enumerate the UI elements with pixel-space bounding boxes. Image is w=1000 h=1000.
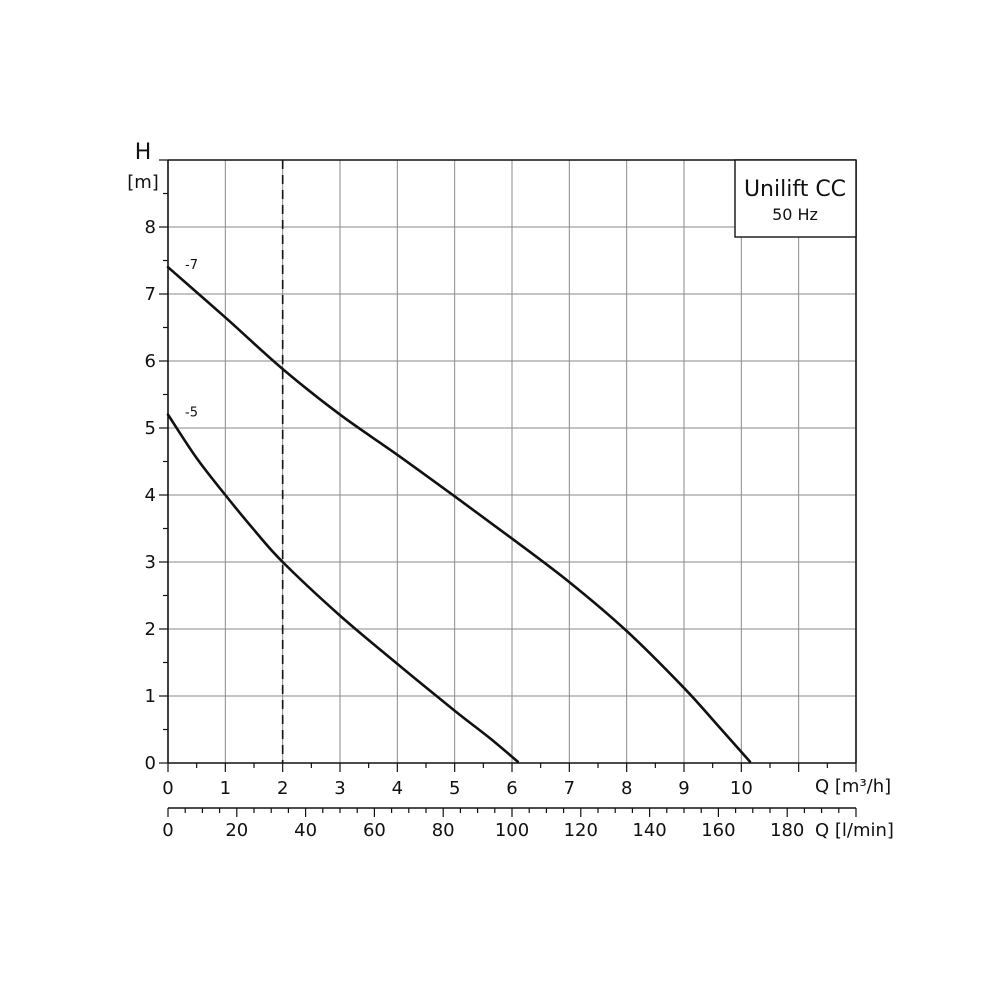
x2-tick-label: 120: [564, 820, 598, 841]
x2-tick-label: 100: [495, 820, 529, 841]
y-axis-unit: [m]: [127, 172, 159, 193]
x-tick-label: 9: [678, 778, 689, 799]
y-axis-symbol: H: [135, 140, 152, 165]
x-tick-label: 8: [621, 778, 632, 799]
grid: [168, 159, 857, 763]
x-tick-label: 7: [564, 778, 575, 799]
y-tick-label: 1: [145, 686, 156, 707]
x2-tick-label: 0: [162, 820, 173, 841]
x-axis-label: Q [m³/h]: [815, 776, 891, 797]
legend-box: [734, 159, 857, 238]
series-label-5: -5: [185, 406, 198, 421]
y-tick-label: 2: [145, 619, 156, 640]
y-tick-label: 8: [145, 217, 156, 238]
chart-title: Unilift CC: [744, 177, 846, 202]
x2-axis-label: Q [l/min]: [815, 820, 894, 841]
chart-subtitle: 50 Hz: [772, 205, 818, 224]
curves: -7 -5: [166, 258, 752, 763]
y-tick-label: 4: [145, 485, 156, 506]
x2-tick-label: 20: [225, 820, 248, 841]
x-tick-label: 1: [220, 778, 231, 799]
y-tick-label: 3: [145, 552, 156, 573]
x-tick-label: 4: [392, 778, 403, 799]
x2-tick-label: 80: [432, 820, 455, 841]
x2-tick-label: 40: [294, 820, 317, 841]
x-tick-label: 10: [730, 778, 753, 799]
x-tick-label: 5: [449, 778, 460, 799]
x2-tick-label: 160: [701, 820, 735, 841]
y-tick-label: 6: [145, 351, 156, 372]
x2-tick-label: 140: [632, 820, 666, 841]
y-tick-label: 5: [145, 418, 156, 439]
x-tick-label: 0: [162, 778, 173, 799]
x-tick-label: 6: [506, 778, 517, 799]
x-tick-label: 2: [277, 778, 288, 799]
curve-series-5: [166, 413, 520, 763]
curve-series-7: [166, 265, 752, 763]
x2-tick-label: 60: [363, 820, 386, 841]
y-tick-label: 7: [145, 284, 156, 305]
x2-tick-label: 180: [770, 820, 804, 841]
y-tick-label: 0: [145, 753, 156, 774]
x-tick-label: 3: [334, 778, 345, 799]
series-label-7: -7: [185, 258, 198, 273]
